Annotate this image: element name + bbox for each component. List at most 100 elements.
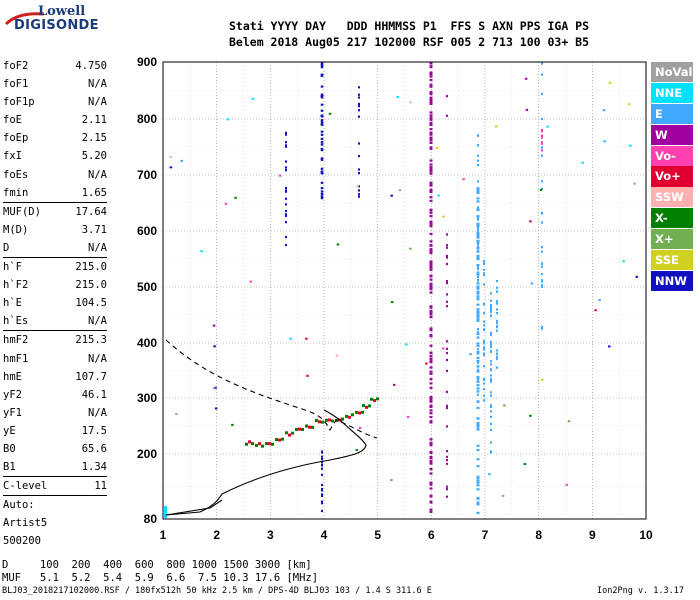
echo-dot-nnw xyxy=(285,197,287,200)
param-name: hmF1 xyxy=(3,352,29,365)
echo-dot-w xyxy=(429,220,433,223)
echo-dot-scatter xyxy=(524,77,528,80)
echo-dot-w xyxy=(429,315,433,319)
echo-dot-nnw xyxy=(320,123,324,126)
echo-dot-e xyxy=(477,134,479,137)
echo-dot-e xyxy=(477,187,479,191)
echo-dot-e xyxy=(483,268,485,272)
echo-dot-e xyxy=(490,305,492,308)
param-name: h`F2 xyxy=(3,279,29,292)
param-value: 17.5 xyxy=(81,424,107,437)
echo-dot-w xyxy=(429,438,433,441)
echo-dot-e xyxy=(476,380,480,383)
echo-dot-nnw xyxy=(320,147,324,151)
param-row: h`F2 215.0 xyxy=(3,276,107,294)
f-layer-echo xyxy=(308,425,311,429)
param-name: MUF(D) xyxy=(3,205,41,218)
echo-dot-w xyxy=(446,369,448,373)
param-value: 215.0 xyxy=(75,261,107,274)
param-row: foEp 2.15 xyxy=(3,129,107,147)
echo-dot-w xyxy=(429,138,433,141)
echo-dot-e xyxy=(490,391,492,394)
echo-dot-nnw xyxy=(320,195,324,198)
echo-dot-scatter xyxy=(169,166,173,169)
echo-dot-scatter xyxy=(488,473,491,476)
echo-dot-e xyxy=(476,239,480,242)
param-value: N/A xyxy=(88,315,107,328)
footer-muf-row: MUF 5.1 5.2 5.4 5.9 6.6 7.5 10.3 17.6 [M… xyxy=(2,572,319,584)
echo-dot-e xyxy=(476,200,480,203)
echo-dot-nnw xyxy=(321,502,323,505)
echo-dot-w xyxy=(446,305,448,308)
echo-dot-nnw xyxy=(285,169,287,172)
logo-line1: Lowell xyxy=(38,4,86,19)
echo-dot-vo xyxy=(541,149,543,152)
echo-dot-e xyxy=(476,511,480,515)
echo-dot-e xyxy=(476,319,480,322)
echo-dot-w xyxy=(429,500,433,503)
echo-dot-w xyxy=(429,409,433,412)
logo-line2: DIGISONDE xyxy=(14,18,99,33)
f-layer-echo xyxy=(271,442,274,446)
echo-dot-e xyxy=(541,146,543,149)
echo-dot-w xyxy=(446,114,448,117)
echo-dot-e xyxy=(476,496,480,500)
echo-dot-w xyxy=(446,246,448,249)
echo-dot-w xyxy=(429,378,433,381)
echo-dot-w xyxy=(429,232,433,236)
echo-dot-nnw xyxy=(285,213,287,216)
echo-dot-scatter xyxy=(234,196,237,199)
echo-dot-scatter xyxy=(169,156,172,159)
echo-dot-e xyxy=(483,353,485,357)
param-name: yF1 xyxy=(3,406,22,419)
param-row: B0 65.6 xyxy=(3,440,107,458)
echo-dot-e xyxy=(483,339,485,343)
echo-dot-w xyxy=(446,390,448,393)
echo-dot-w xyxy=(429,359,433,363)
echo-dot-e xyxy=(476,370,480,373)
echo-dot-w xyxy=(429,91,433,94)
echo-dot-e xyxy=(490,303,492,307)
echo-dot-nnw xyxy=(321,489,323,492)
echo-dot-w xyxy=(429,508,433,511)
echo-dot-w xyxy=(429,344,433,347)
y-tick-label: 300 xyxy=(137,391,157,405)
echo-dot-nnw xyxy=(320,64,324,67)
echo-dot-w xyxy=(429,283,433,286)
echo-dot-w xyxy=(429,306,433,309)
param-value: 11 xyxy=(94,480,107,493)
echo-dot-e xyxy=(490,450,492,453)
echo-dot-w xyxy=(429,159,433,162)
echo-dot-e xyxy=(476,215,480,218)
echo-dot-e xyxy=(476,234,480,237)
echo-dot-w xyxy=(429,223,433,226)
echo-dot-nnw xyxy=(320,141,324,144)
echo-dot-nnw xyxy=(321,451,323,454)
echo-dot-w xyxy=(429,136,433,139)
echo-dot-w xyxy=(429,208,433,211)
echo-dot-scatter xyxy=(494,125,498,128)
echo-dot-e xyxy=(541,285,543,289)
echo-dot-e xyxy=(477,249,479,252)
f-layer-echo xyxy=(341,417,344,421)
echo-dot-w xyxy=(429,483,433,486)
echo-dot-w xyxy=(429,451,433,454)
legend-item: W xyxy=(651,124,693,145)
echo-dot-e xyxy=(541,187,543,190)
param-value: 215.3 xyxy=(75,334,107,347)
echo-dot-w xyxy=(429,249,433,253)
f-layer-echo xyxy=(355,410,358,414)
echo-dot-e xyxy=(541,273,543,276)
echo-dot-w xyxy=(429,305,433,308)
y-tick-label: 600 xyxy=(137,224,157,238)
echo-dot-e xyxy=(541,327,543,330)
echo-dot-e xyxy=(496,325,498,328)
param-name: h`F xyxy=(3,261,22,274)
echo-dot-e xyxy=(477,331,479,334)
y-tick-label: 800 xyxy=(137,112,157,126)
echo-dot-nnw xyxy=(321,483,323,487)
legend-item: X+ xyxy=(651,229,693,250)
echo-dot-e xyxy=(541,180,543,183)
echo-dot-w xyxy=(429,188,433,191)
